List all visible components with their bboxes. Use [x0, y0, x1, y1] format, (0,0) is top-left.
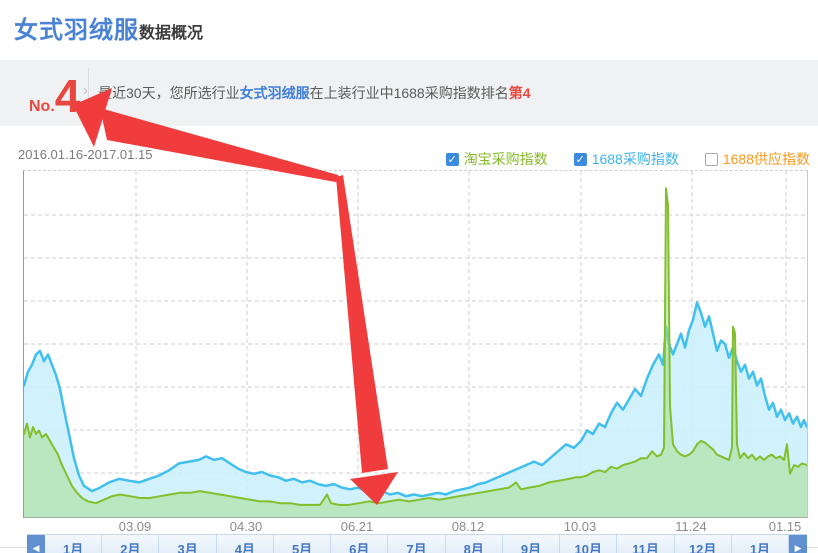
tab-month-3[interactable]: 3月 — [159, 535, 217, 553]
x-axis-label: 03.09 — [118, 519, 152, 534]
tab-month-8[interactable]: 8月 — [445, 535, 503, 553]
month-tab-bar: ◀ 1月 2月 3月 4月 5月 6月 7月 8月 9月 10月 11月 12月 1月 ▶ — [27, 534, 808, 553]
rank-divider — [88, 68, 89, 118]
rank-no-label: No. — [29, 98, 55, 115]
tab-month-6[interactable]: 6月 — [331, 535, 389, 553]
next-month-button[interactable]: ▶ — [789, 535, 808, 553]
tab-month-12[interactable]: 12月 — [674, 535, 732, 553]
legend-label: 1688供应指数 — [722, 151, 810, 167]
tab-month-1[interactable]: 1月 — [45, 535, 103, 553]
legend-item-1688-gongying[interactable]: 1688供应指数 — [704, 149, 810, 169]
page-title-suffix: 数据概况 — [139, 25, 204, 42]
prev-month-button[interactable]: ◀ — [27, 535, 45, 553]
legend-item-taobao-caigou[interactable]: ✓ 淘宝采购指数 — [445, 149, 548, 169]
chart-legend: ✓ 淘宝采购指数 ✓ 1688采购指数 1688供应指数 — [445, 149, 810, 169]
rank-text-category-link[interactable]: 女式羽绒服 — [239, 85, 310, 101]
rank-text-rank: 第4 — [508, 85, 531, 101]
tab-month-7[interactable]: 7月 — [388, 535, 446, 553]
chart-plot-area — [23, 170, 808, 518]
rank-text-part2: 在上装行业中1688采购指数排名 — [309, 85, 509, 101]
page-title: 女式羽绒服 数据概况 — [14, 10, 203, 45]
tab-month-4[interactable]: 4月 — [216, 535, 274, 553]
rank-number: No. 4 — [29, 60, 80, 126]
checkbox-checked-icon[interactable]: ✓ — [573, 152, 587, 166]
rank-text-part1: 最近30天，您所选行业 — [98, 85, 240, 101]
tab-month-10[interactable]: 10月 — [560, 535, 618, 553]
tab-month-2[interactable]: 2月 — [102, 535, 160, 553]
rank-description: 最近30天，您所选行业 女式羽绒服 在上装行业中1688采购指数排名 第4 — [98, 60, 531, 126]
date-range-label: 2016.01.16-2017.01.15 — [18, 147, 153, 162]
tab-month-9[interactable]: 9月 — [502, 535, 561, 553]
page-title-category: 女式羽绒服 — [14, 17, 139, 44]
rank-value: 4 — [54, 70, 81, 122]
arrow-left-icon: ◀ — [32, 543, 40, 553]
x-axis-label: 10.03 — [563, 519, 597, 534]
legend-item-1688-caigou[interactable]: ✓ 1688采购指数 — [573, 149, 679, 169]
x-axis-label: 06.21 — [340, 519, 374, 534]
legend-label: 1688采购指数 — [591, 151, 679, 167]
rank-summary-panel: No. 4 › 最近30天，您所选行业 女式羽绒服 在上装行业中1688采购指数排名… — [0, 60, 818, 126]
checkbox-unchecked-icon[interactable] — [704, 152, 718, 166]
x-axis-label: 04.30 — [229, 519, 263, 534]
arrow-right-icon: ▶ — [794, 543, 802, 553]
legend-label: 淘宝采购指数 — [463, 151, 548, 167]
tab-month-11[interactable]: 11月 — [617, 535, 675, 553]
tab-month-5[interactable]: 5月 — [273, 535, 332, 553]
x-axis-label: 08.12 — [451, 519, 485, 534]
checkbox-checked-icon[interactable]: ✓ — [445, 152, 459, 166]
tab-month-13[interactable]: 1月 — [731, 535, 790, 553]
x-axis-label: 01.15 — [768, 519, 802, 534]
x-axis-label: 11.24 — [675, 519, 707, 534]
chevron-right-icon: › — [83, 82, 88, 99]
x-axis-labels: 03.09 04.30 06.21 08.12 10.03 11.24 01.15 — [23, 519, 806, 535]
index-trend-chart — [24, 171, 807, 517]
